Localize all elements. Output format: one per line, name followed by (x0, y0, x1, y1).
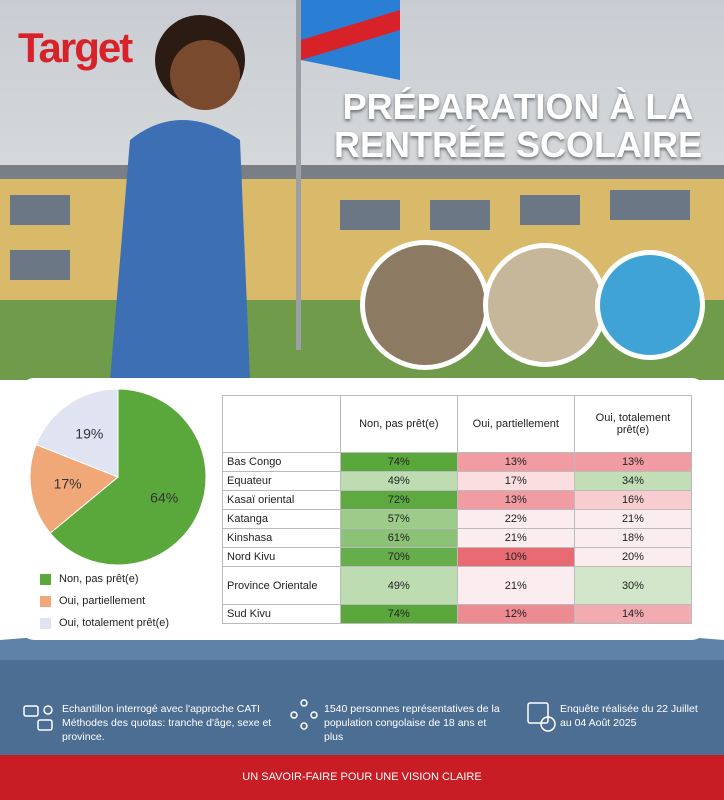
table-cell: 21% (456, 566, 575, 605)
row-label: Katanga (222, 509, 341, 529)
table-cell: 14% (573, 604, 693, 624)
legend-item: Non, pas prêt(e) (40, 568, 169, 590)
table-cell: 74% (339, 604, 458, 624)
table-cell: 74% (339, 452, 458, 472)
legend-item: Oui, partiellement (40, 590, 169, 612)
pie-slice (35, 388, 119, 478)
table-cell: 20% (573, 547, 693, 567)
row-label: Nord Kivu (222, 547, 341, 567)
row-label: Equateur (222, 471, 341, 491)
row-label: Province Orientale (222, 566, 341, 605)
table-cell: 57% (339, 509, 458, 529)
row-label: Kasaï oriental (222, 490, 341, 510)
table-cell: 21% (456, 528, 575, 548)
table-row: Nord Kivu 70% 10% 20% (222, 547, 693, 567)
data-label: 64% (150, 489, 178, 505)
header-row: Non, pas prêt(e) Oui, partiellement Oui, t… (222, 395, 693, 453)
header-cell (222, 395, 341, 453)
row-label: Kinshasa (222, 528, 341, 548)
table-row: Katanga 57% 22% 21% (222, 509, 693, 529)
table-row: Kasaï oriental 72% 13% 16% (222, 490, 693, 510)
table-cell: 10% (456, 547, 575, 567)
table-cell: 49% (339, 471, 458, 491)
legend-label: Non, pas prêt(e) (59, 573, 139, 585)
table-cell: 13% (456, 490, 575, 510)
legend-swatch (40, 595, 51, 607)
footer-item: Echantillon interrogé avec l'approche CA… (62, 703, 272, 743)
table-cell: 22% (456, 509, 575, 529)
title: PRÉPARATION À LA RENTRÉE SCOLAIRE (333, 86, 703, 165)
table-cell: 34% (573, 471, 693, 491)
table-cell: 13% (456, 452, 575, 472)
table-cell: 49% (339, 566, 458, 605)
table-cell: 13% (573, 452, 693, 472)
legend-item: Oui, totalement prêt(e) (40, 612, 169, 634)
header-cell: Oui, totalement prêt(e) (573, 395, 693, 453)
table-cell: 17% (456, 471, 575, 491)
header-cell: Oui, partiellement (456, 395, 575, 453)
data-label: 17% (54, 476, 82, 492)
table-row: Sud Kivu 74% 12% 14% (222, 604, 693, 624)
legend-label: Oui, totalement prêt(e) (59, 617, 170, 629)
data-label: 19% (75, 425, 103, 441)
header-cell: Non, pas prêt(e) (339, 395, 458, 453)
row-label: Bas Congo (222, 452, 341, 472)
table-cell: 70% (339, 547, 458, 567)
table-cell: 18% (573, 528, 693, 548)
table-cell: 21% (573, 509, 693, 529)
legend-swatch (40, 573, 51, 585)
row-label: Sud Kivu (222, 604, 341, 624)
table-cell: 61% (339, 528, 458, 548)
pie-slice (29, 443, 119, 534)
data-table: Non, pas prêt(e) Oui, partiellement Oui, t… (222, 395, 693, 624)
table-row: Bas Congo 74% 13% 13% (222, 452, 693, 472)
footer-item: 1540 personnes représentatives de la pop… (324, 703, 500, 743)
table-cell: 12% (456, 604, 575, 624)
legend: Non, pas prêt(e) Oui, partiellement Oui, t… (40, 568, 169, 634)
pie-slice (49, 388, 207, 566)
table-cell: 72% (339, 490, 458, 510)
table-cell: 30% (573, 566, 693, 605)
table-row: Equateur 49% 17% 34% (222, 471, 693, 491)
legend-swatch (40, 617, 51, 629)
table-row: Province Orientale 49% 21% 30% (222, 566, 693, 605)
brand-logo: Target (18, 24, 133, 71)
legend-label: Oui, partiellement (59, 595, 146, 607)
table-row: Kinshasa 61% 21% 18% (222, 528, 693, 548)
table-cell: 16% (573, 490, 693, 510)
tagline: UN SAVOIR-FAIRE POUR UNE VISION CLAIRE (242, 771, 482, 783)
footer-item: Enquête réalisée du 22 Juillet au 04 Aoû… (560, 703, 698, 729)
